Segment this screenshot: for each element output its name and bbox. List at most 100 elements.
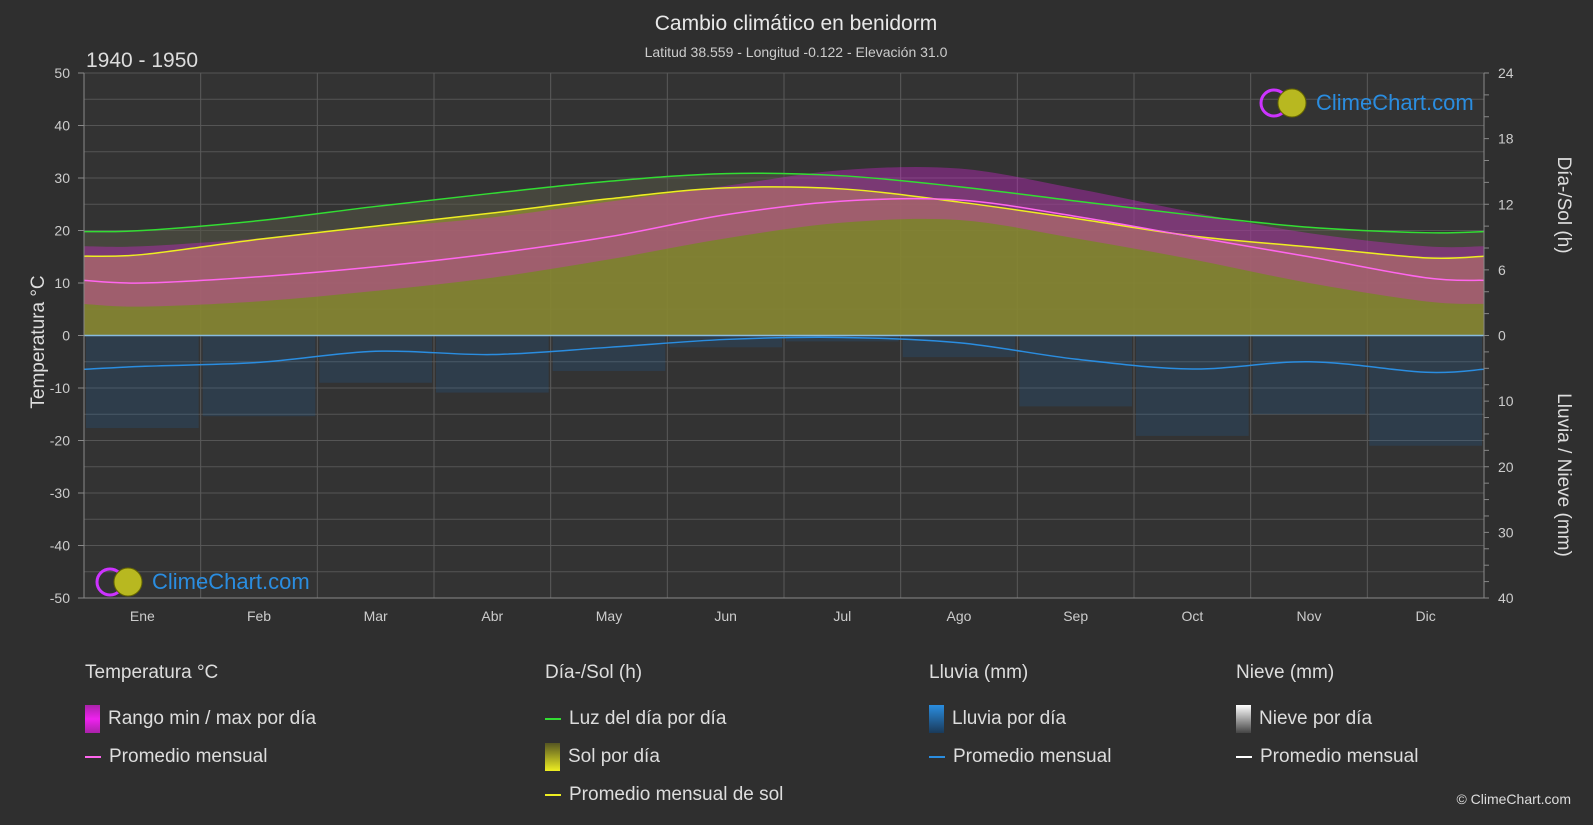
sunshine-avg-line [83, 186, 1485, 260]
y-left-tick: -40 [50, 538, 70, 554]
legend-snow-avg-label: Promedio mensual [1260, 746, 1419, 767]
legend-temperature: Temperatura °C Rango min / max por día P… [85, 662, 316, 776]
legend-sun-head: Día-/Sol (h) [545, 662, 643, 683]
y-left-tick: -20 [50, 433, 70, 449]
logo-top[interactable]: ClimeChart.com [1258, 87, 1474, 119]
y-left-tick: 20 [54, 223, 70, 239]
chart-title: Cambio climático en benidorm [655, 12, 937, 35]
chart-areas [84, 166, 1484, 336]
rain-bar [1136, 335, 1249, 436]
legend-snow-daily: Nieve por día [1236, 700, 1418, 738]
x-tick-month: Sep [1063, 608, 1088, 624]
x-tick-month: Mar [364, 608, 388, 624]
legend-rain: Lluvia (mm) Lluvia por día Promedio mens… [929, 662, 1111, 776]
temp-avg-swatch [85, 756, 101, 758]
y-left-tick: 30 [54, 170, 70, 186]
rain-bar [1252, 335, 1366, 415]
y-right-top-tick: 12 [1498, 196, 1514, 212]
x-tick-month: Nov [1297, 608, 1322, 624]
x-tick-month: Ago [947, 608, 972, 624]
y-left-tick: 40 [54, 118, 70, 134]
rain-bar [1019, 335, 1132, 407]
rain-bar [786, 335, 899, 342]
legend-temp-range: Rango min / max por día [85, 700, 316, 738]
x-tick-month: May [596, 608, 622, 624]
daylight-swatch [545, 718, 561, 720]
temp-range-area [84, 166, 1484, 307]
y-right-bottom-tick: 20 [1498, 459, 1514, 475]
legend-sunshine-label: Sol por día [568, 746, 660, 767]
legend-rain-avg-label: Promedio mensual [953, 746, 1112, 767]
rain-bar [1369, 335, 1482, 446]
chart-axes: 50 40 30 20 10 0 -10 -20 -30 -40 -50 24 18 12 6 0 10 20 30… [50, 65, 1514, 624]
y-right-top-tick: 6 [1498, 262, 1506, 278]
legend-temp-avg-label: Promedio mensual [109, 746, 268, 767]
logo-text: ClimeChart.com [152, 569, 310, 594]
y-left-tick: 0 [62, 328, 70, 344]
y-right-bottom-label: Lluvia / Nieve (mm) [1553, 393, 1574, 557]
y-left-tick: -50 [50, 590, 70, 606]
legend-temp-avg: Promedio mensual [85, 738, 316, 776]
y-left-tick: 10 [54, 275, 70, 291]
x-tick-month: Ene [130, 608, 155, 624]
y-left-tick: 50 [54, 65, 70, 81]
y-left-label: Temperatura °C [28, 275, 49, 408]
y-right-top-tick: 0 [1498, 328, 1506, 344]
period-label: 1940 - 1950 [86, 49, 198, 72]
x-tick-month: Abr [481, 608, 503, 624]
temp-avg-line [83, 197, 1485, 284]
legend-rain-avg: Promedio mensual [929, 738, 1111, 776]
rain-bar [436, 335, 549, 393]
logo-bottom[interactable]: ClimeChart.com [94, 566, 310, 598]
sunshine-area [84, 186, 1484, 336]
logo-icon [1259, 88, 1307, 118]
rain-bar [202, 335, 316, 417]
temp-range-swatch [85, 705, 100, 733]
legend-rain-head: Lluvia (mm) [929, 662, 1029, 683]
legend-temp-range-label: Rango min / max por día [108, 708, 317, 729]
rain-avg-line [83, 336, 1485, 374]
legend-sun-avg-label: Promedio mensual de sol [569, 784, 784, 805]
legend-snow-daily-label: Nieve por día [1259, 708, 1373, 729]
copyright: © ClimeChart.com [1456, 791, 1571, 807]
legend-snow: Nieve (mm) Nieve por día Promedio mensua… [1236, 662, 1418, 776]
legend-snow-avg: Promedio mensual [1236, 738, 1418, 776]
legend-sun-avg: Promedio mensual de sol [545, 776, 783, 814]
y-left-tick: -30 [50, 485, 70, 501]
rain-bar [319, 335, 432, 383]
legend-temp-head: Temperatura °C [85, 662, 219, 683]
y-right-bottom-tick: 40 [1498, 590, 1514, 606]
legend-sunshine: Sol por día [545, 738, 783, 776]
rain-bars [86, 335, 1482, 446]
chart-subtitle: Latitud 38.559 - Longitud -0.122 - Eleva… [645, 44, 948, 60]
y-right-top-label: Día-/Sol (h) [1553, 156, 1574, 253]
rain-avg-swatch [929, 756, 945, 758]
y-right-top-tick: 18 [1498, 131, 1514, 147]
rain-bar [552, 335, 666, 371]
y-right-top-tick: 24 [1498, 65, 1514, 81]
sunshine-swatch [545, 743, 560, 771]
y-left-tick: -10 [50, 380, 70, 396]
snow-swatch [1236, 705, 1251, 733]
x-tick-month: Oct [1181, 608, 1203, 624]
chart-lines [83, 172, 1485, 374]
logo-text: ClimeChart.com [1316, 90, 1474, 115]
legend-rain-daily: Lluvia por día [929, 700, 1111, 738]
y-right-bottom-tick: 10 [1498, 393, 1514, 409]
legend-sun: Día-/Sol (h) Luz del día por día Sol por… [545, 662, 783, 814]
y-right-bottom-tick: 30 [1498, 524, 1514, 540]
rain-bar [669, 335, 782, 348]
legend-rain-daily-label: Lluvia por día [952, 708, 1067, 729]
rain-bar [902, 335, 1016, 358]
x-tick-month: Jun [714, 608, 737, 624]
x-tick-month: Feb [247, 608, 271, 624]
x-tick-month: Dic [1416, 608, 1436, 624]
legend-snow-head: Nieve (mm) [1236, 662, 1335, 683]
snow-avg-swatch [1236, 756, 1252, 758]
logo-icon [95, 567, 143, 597]
legend-daylight-label: Luz del día por día [569, 708, 727, 729]
rain-bar [86, 335, 199, 429]
rain-swatch [929, 705, 944, 733]
sun-avg-swatch [545, 794, 561, 796]
